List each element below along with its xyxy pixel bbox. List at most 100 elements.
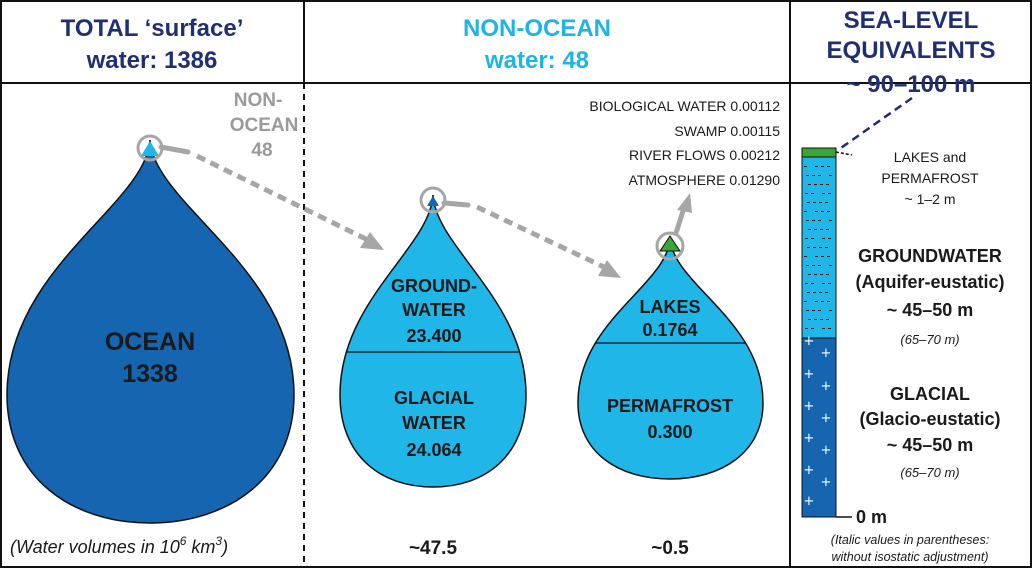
groundwater-pattern-dot	[826, 319, 829, 320]
groundwater-pattern-dot	[815, 301, 818, 302]
ocean-non-ocean-tip	[141, 141, 159, 156]
groundwater-pattern-dot	[825, 202, 828, 203]
groundwater-pattern-dot	[826, 229, 829, 230]
glacial-pattern-cross: +	[804, 367, 815, 382]
groundwater-pattern-dot	[814, 319, 817, 320]
groundwater-pattern-dot	[822, 328, 825, 329]
groundwater-pattern-dot	[804, 166, 807, 167]
non-ocean-drop-tip	[427, 196, 439, 206]
sea-level-footnote-line2: without isostatic adjustment)	[831, 550, 988, 564]
groundwater-pattern-dot	[829, 220, 832, 221]
glacial-pattern-cross: +	[821, 475, 832, 490]
non-ocean-drop-outline	[339, 194, 527, 488]
arrow-to-minor-stores-head	[677, 193, 692, 213]
groundwater-pattern-dot	[806, 310, 809, 311]
glacial-label-line1: GLACIAL	[394, 388, 474, 408]
glacial-cross-pattern: + + + + + + + + + + +	[804, 334, 832, 509]
groundwater-pattern-dot	[820, 229, 823, 230]
sea-level-title-line2: EQUIVALENTS	[827, 37, 996, 64]
ocean-tip-connector	[158, 144, 191, 155]
groundwater-pattern-dot	[826, 184, 829, 185]
groundwater-pattern-dot	[822, 283, 825, 284]
groundwater-pattern-dot	[828, 328, 831, 329]
column-groundwater-note: (65–70 m)	[900, 332, 959, 347]
groundwater-pattern-dot	[811, 283, 814, 284]
groundwater-pattern-dot	[806, 265, 809, 266]
groundwater-pattern-dot	[813, 202, 816, 203]
groundwater-pattern-dot	[806, 175, 809, 176]
groundwater-pattern-dot	[820, 319, 823, 320]
groundwater-label-line2: WATER	[402, 300, 466, 320]
column-groundwater-label-line2: (Aquifer-eustatic)	[855, 272, 1004, 292]
glacial-pattern-cross: +	[821, 443, 832, 458]
minor-store-item: SWAMP 0.00115	[674, 123, 780, 139]
groundwater-pattern-dot	[821, 256, 824, 257]
glacial-pattern-cross: +	[804, 463, 815, 478]
groundwater-pattern-dot	[819, 247, 822, 248]
groundwater-pattern-dot	[804, 301, 807, 302]
non-ocean-drop	[340, 195, 526, 487]
column-lakes-label-line2: PERMAFROST	[881, 170, 979, 186]
groundwater-pattern-dot	[818, 220, 821, 221]
arrow-non-ocean-to-lakes-head	[598, 260, 621, 278]
arrow-to-minor-stores-shaft	[673, 207, 687, 234]
column-glacial-note: (65–70 m)	[900, 465, 959, 480]
groundwater-pattern-dot	[821, 166, 824, 167]
groundwater-pattern-dot	[805, 283, 808, 284]
glacial-value: 24.064	[406, 440, 461, 460]
groundwater-pattern-dot	[819, 292, 822, 293]
groundwater-pattern-dot	[804, 211, 807, 212]
sea-level-footnote-line1: (Italic values in parentheses:	[831, 533, 989, 547]
groundwater-pattern-dot	[811, 193, 814, 194]
groundwater-pattern-dot	[807, 202, 810, 203]
groundwater-pattern-dot	[806, 220, 809, 221]
groundwater-pattern-dot	[811, 238, 814, 239]
non-ocean-subtotal-right: ~0.5	[651, 538, 689, 559]
groundwater-pattern-dot	[814, 184, 817, 185]
groundwater-pattern-dot	[813, 247, 816, 248]
glacial-pattern-cross: +	[804, 431, 815, 446]
groundwater-pattern-dot	[822, 193, 825, 194]
minor-store-item: BIOLOGICAL WATER 0.00112	[589, 98, 780, 114]
non-ocean-annotation-line2: OCEAN	[230, 115, 299, 136]
total-title-line1: TOTAL ‘surface’	[61, 15, 244, 42]
lakes-value: 0.1764	[642, 320, 697, 340]
groundwater-pattern-dot	[829, 310, 832, 311]
groundwater-pattern-dot	[828, 238, 831, 239]
glacial-pattern-cross: +	[821, 346, 832, 361]
non-ocean-tip-connector	[441, 200, 471, 208]
groundwater-pattern-dot	[814, 274, 817, 275]
groundwater-pattern-dot	[812, 310, 815, 311]
ocean-label: OCEAN	[105, 328, 195, 356]
groundwater-pattern-dot	[815, 256, 818, 257]
column-lakes-label-line1: LAKES and	[894, 149, 966, 165]
ocean-drop	[6, 139, 295, 524]
non-ocean-subtotal-left: ~47.5	[409, 538, 458, 559]
groundwater-pattern-dot	[815, 211, 818, 212]
groundwater-pattern-dot	[808, 184, 811, 185]
volume-units-footnote: (Water volumes in 106 km3)	[10, 534, 228, 557]
column-glacial-label-line2: (Glacio-eustatic)	[859, 409, 1000, 429]
groundwater-pattern-dot	[827, 256, 830, 257]
groundwater-pattern-dot	[804, 256, 807, 257]
groundwater-pattern-dot	[812, 175, 815, 176]
groundwater-pattern-dot	[818, 175, 821, 176]
minor-stores-highlight-circle	[655, 231, 685, 261]
groundwater-pattern-dot	[820, 184, 823, 185]
groundwater-pattern-dot	[820, 274, 823, 275]
arrow-total-to-non-ocean-shaft	[195, 153, 370, 243]
groundwater-pattern-dot	[818, 265, 821, 266]
groundwater-pattern-dot	[819, 202, 822, 203]
groundwater-pattern-dot	[818, 310, 821, 311]
groundwater-pattern-dot	[827, 166, 830, 167]
groundwater-pattern-dot	[829, 175, 832, 176]
permafrost-value: 0.300	[647, 422, 692, 442]
column-glacial-label-line3: ~ 45–50 m	[887, 435, 974, 455]
groundwater-pattern-dot	[808, 274, 811, 275]
minor-stores-tip	[659, 235, 681, 252]
groundwater-pattern-dot	[829, 265, 832, 266]
glacial-label-line2: WATER	[402, 413, 466, 433]
